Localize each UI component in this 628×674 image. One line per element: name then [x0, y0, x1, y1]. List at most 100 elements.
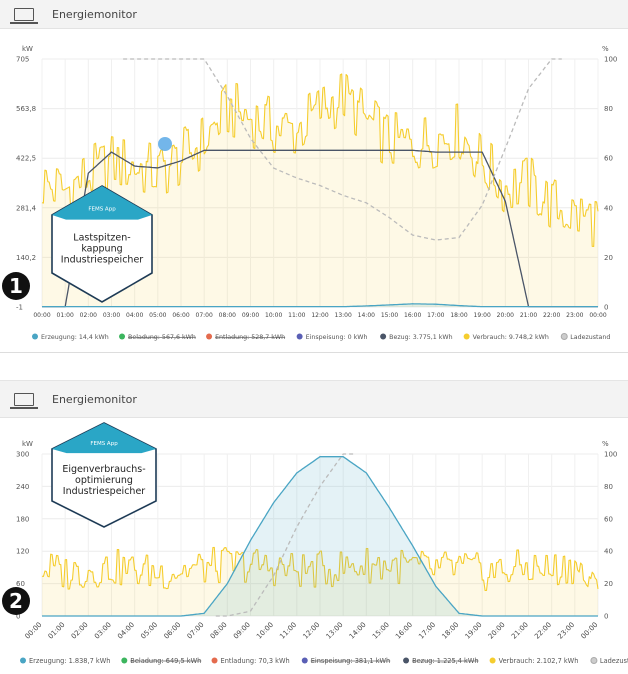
legend-label: Ladezustand	[600, 657, 628, 665]
legend-item[interactable]: Beladung: 567,6 kWh	[119, 333, 196, 342]
x-tick-label: 16:00	[404, 312, 421, 319]
legend-label: Beladung: 649,5 kWh	[130, 657, 201, 665]
series-area-verbrauch	[42, 74, 598, 307]
legend-item[interactable]: Bezug: 1.225,4 kWh	[403, 657, 479, 665]
x-tick-label: 20:00	[487, 621, 507, 641]
x-tick-label: 22:00	[543, 312, 560, 319]
x-tick-label: 15:00	[381, 312, 398, 319]
step-marker: 1	[2, 272, 30, 300]
left-tick-label: 120	[16, 548, 29, 556]
legend-swatch	[403, 657, 410, 664]
energy-chart-1[interactable]: kW % 705 563,8 422,5 281,4 140,2 -1 100 80 60 40 20 0…	[0, 29, 628, 352]
legend-label: Beladung: 567,6 kWh	[128, 334, 196, 341]
x-tick-label: 16:00	[394, 621, 414, 641]
legend-item[interactable]: Verbrauch: 2.102,7 kWh	[489, 657, 579, 665]
x-tick-label: 03:00	[93, 621, 113, 641]
legend-swatch	[119, 333, 126, 340]
right-tick-label: 20	[604, 254, 613, 262]
x-tick-label: 07:00	[196, 312, 213, 319]
x-tick-label: 21:00	[510, 621, 530, 641]
x-tick-label: 19:00	[474, 312, 491, 319]
legend-label: Verbrauch: 2.102,7 kWh	[499, 657, 579, 665]
monitor-icon	[10, 392, 38, 409]
legend-item[interactable]: Einspeisung: 0 kWh	[296, 333, 368, 342]
x-tick-label: 10:00	[255, 621, 275, 641]
series-area-verbrauch	[42, 547, 598, 616]
x-tick-label: 11:00	[288, 312, 305, 319]
left-tick-label: 705	[16, 56, 29, 64]
left-tick-label: 281,4	[16, 204, 37, 212]
x-tick-label: 18:00	[450, 312, 467, 319]
x-tick-label: 09:00	[242, 312, 259, 319]
legend-swatch	[463, 333, 470, 340]
x-tick-label: 01:00	[47, 621, 67, 641]
legend-swatch	[489, 657, 496, 664]
legend-item[interactable]: Ladezustand	[590, 657, 628, 665]
series-line-verbrauch	[41, 546, 599, 592]
right-tick-label: 100	[604, 56, 617, 64]
badge-ribbon	[52, 186, 152, 220]
x-tick-label: 00:00	[579, 621, 599, 641]
legend-swatch	[590, 657, 598, 664]
legend: Erzeugung: 1.838,7 kWh Beladung: 649,5 kW…	[20, 657, 628, 665]
step-marker-circle	[2, 587, 30, 615]
badge-ribbon	[52, 423, 156, 454]
right-tick-label: 20	[604, 580, 613, 588]
panel-title: Energiemonitor	[52, 7, 137, 21]
step-marker: 2	[2, 587, 30, 615]
panel-header: Energiemonitor	[0, 0, 628, 29]
legend-item[interactable]: Entladung: 528,7 kWh	[206, 333, 285, 342]
right-tick-label: 40	[604, 548, 613, 556]
step-marker-circle	[2, 272, 30, 300]
legend-label: Entladung: 528,7 kWh	[215, 334, 285, 341]
legend-item[interactable]: Entladung: 70,3 kWh	[211, 657, 290, 665]
series-line-erzeugung	[42, 456, 598, 617]
legend: Erzeugung: 14,4 kWh Beladung: 567,6 kWh En…	[32, 333, 610, 342]
series-line-bezug	[42, 149, 598, 308]
badge-text-line: Eigenverbrauchs-	[62, 464, 145, 475]
x-tick-label: 08:00	[209, 621, 229, 641]
right-tick-label: 80	[604, 105, 613, 113]
legend-swatch	[206, 333, 213, 340]
left-tick-label: 140,2	[16, 254, 36, 262]
legend-item[interactable]: Erzeugung: 1.838,7 kWh	[20, 657, 110, 665]
legend-swatch	[301, 657, 308, 664]
badge-label: FEMS App	[90, 441, 118, 447]
legend-item[interactable]: Beladung: 649,5 kWh	[121, 657, 201, 665]
legend-item[interactable]: Ladezustand	[560, 333, 610, 342]
right-tick-label: 0	[604, 304, 608, 312]
x-tick-label: 08:00	[219, 312, 236, 319]
legend-label: Erzeugung: 14,4 kWh	[41, 334, 109, 341]
x-tick-label: 04:00	[116, 621, 136, 641]
series-line-erzeugung	[42, 303, 598, 308]
x-tick-label: 22:00	[533, 621, 553, 641]
x-tick-label: 01:00	[57, 312, 74, 319]
left-tick-label: -1	[16, 304, 23, 312]
x-tick-label: 02:00	[80, 312, 97, 319]
legend-item[interactable]: Erzeugung: 14,4 kWh	[32, 333, 109, 342]
x-tick-label: 06:00	[172, 312, 189, 319]
x-tick-label: 03:00	[103, 312, 120, 319]
legend-item[interactable]: Bezug: 3.775,1 kWh	[380, 333, 453, 342]
x-tick-label: 19:00	[464, 621, 484, 641]
badge-text-line: Lastspitzen-	[73, 233, 130, 244]
legend-item[interactable]: Verbrauch: 9.748,2 kWh	[463, 333, 549, 342]
legend-label: Erzeugung: 1.838,7 kWh	[29, 657, 110, 665]
legend-swatch	[211, 657, 218, 664]
legend-label: Ladezustand	[570, 334, 610, 341]
series-line-verbrauch	[41, 73, 599, 248]
legend-item[interactable]: Einspeisung: 381,1 kWh	[301, 657, 390, 665]
cursor-dot	[158, 137, 172, 151]
right-tick-label: 100	[604, 451, 617, 459]
energy-monitor-panel-self-consumption: Energiemonitor kW% 300 240 180 120 60 0 100 80 60…	[0, 380, 628, 674]
x-tick-label: 20:00	[497, 312, 514, 319]
app-badge: FEMS App Eigenverbrauchs-optimierungIndus…	[51, 422, 157, 528]
x-tick-label: 10:00	[265, 312, 282, 319]
left-tick-label: 563,8	[16, 105, 36, 113]
left-axis-unit: kW	[22, 45, 33, 53]
x-tick-label: 11:00	[278, 621, 298, 641]
x-tick-label: 00:00	[589, 312, 606, 319]
right-axis-unit: %	[602, 440, 609, 448]
badge-label: FEMS App	[88, 206, 116, 212]
